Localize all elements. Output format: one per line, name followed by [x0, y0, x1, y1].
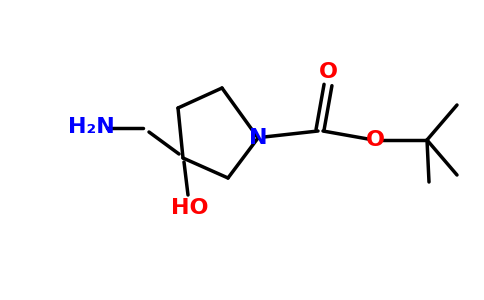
- Text: HO: HO: [171, 198, 209, 218]
- Text: N: N: [249, 128, 267, 148]
- Text: H₂N: H₂N: [68, 117, 114, 137]
- Text: O: O: [365, 130, 384, 150]
- Text: O: O: [318, 62, 337, 82]
